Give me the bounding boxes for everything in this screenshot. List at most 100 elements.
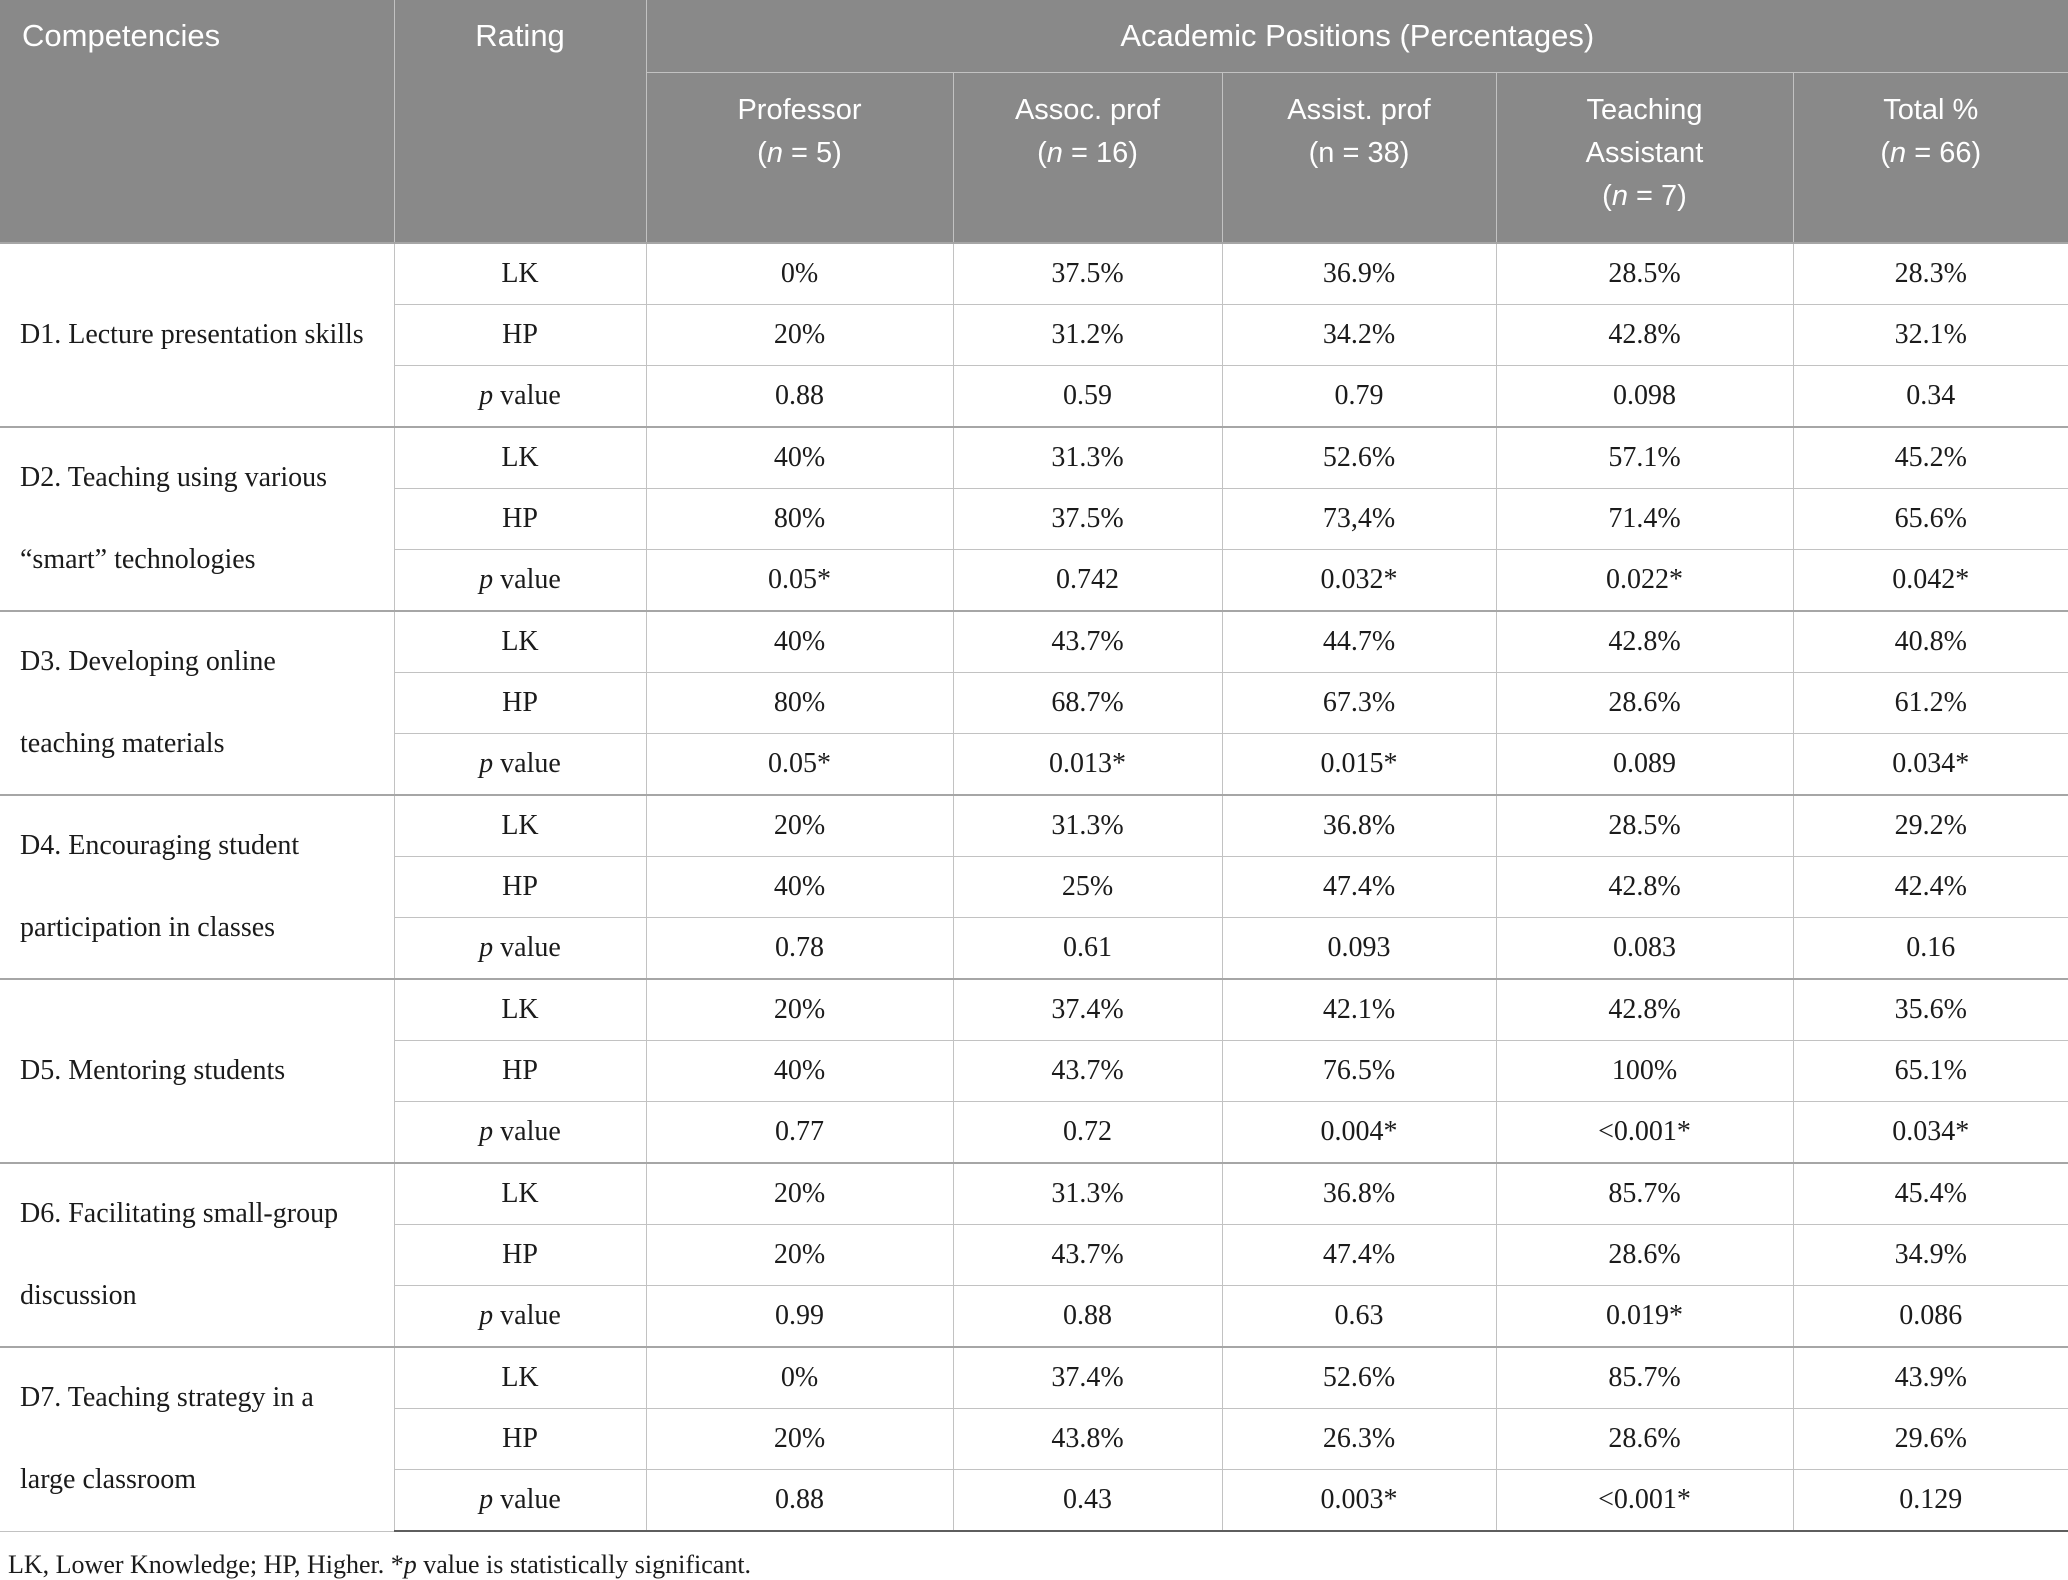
value-cell: 26.3% bbox=[1222, 1409, 1496, 1470]
value-cell: <0.001* bbox=[1496, 1470, 1793, 1532]
rating-label: LK bbox=[394, 1163, 646, 1225]
value-cell: 20% bbox=[646, 1225, 953, 1286]
rating-label: HP bbox=[394, 489, 646, 550]
value-cell: 31.3% bbox=[953, 795, 1222, 857]
value-cell: 43.8% bbox=[953, 1409, 1222, 1470]
position-title-line: Professor bbox=[647, 89, 953, 132]
rating-label: p value bbox=[394, 1470, 646, 1532]
value-cell: 73,4% bbox=[1222, 489, 1496, 550]
rating-label: LK bbox=[394, 611, 646, 673]
position-n-count: (n = 16) bbox=[954, 132, 1222, 175]
value-cell: 42.8% bbox=[1496, 979, 1793, 1041]
rating-label: HP bbox=[394, 1041, 646, 1102]
competency-line: discussion bbox=[20, 1255, 394, 1337]
value-cell: 0.015* bbox=[1222, 734, 1496, 796]
competency-group-2: D2. Teaching using various“smart” techno… bbox=[0, 427, 2068, 611]
value-cell: 0.004* bbox=[1222, 1102, 1496, 1164]
position-column-header-3: Assist. prof(n = 38) bbox=[1222, 72, 1496, 243]
value-cell: 28.3% bbox=[1793, 243, 2068, 305]
rating-label: LK bbox=[394, 979, 646, 1041]
value-cell: 20% bbox=[646, 1409, 953, 1470]
value-cell: 0.88 bbox=[646, 1470, 953, 1532]
competency-line: D7. Teaching strategy in a bbox=[20, 1357, 394, 1439]
value-cell: 0.042* bbox=[1793, 550, 2068, 612]
value-cell: 0.77 bbox=[646, 1102, 953, 1164]
value-cell: 32.1% bbox=[1793, 305, 2068, 366]
competency-line: “smart” technologies bbox=[20, 519, 394, 601]
value-cell: 0.61 bbox=[953, 918, 1222, 980]
rating-label: HP bbox=[394, 1409, 646, 1470]
value-cell: 0.034* bbox=[1793, 1102, 2068, 1164]
value-cell: 29.2% bbox=[1793, 795, 2068, 857]
value-cell: 37.5% bbox=[953, 243, 1222, 305]
competency-line: D4. Encouraging student bbox=[20, 805, 394, 887]
value-cell: 36.8% bbox=[1222, 795, 1496, 857]
value-cell: 28.6% bbox=[1496, 1409, 1793, 1470]
value-cell: 36.8% bbox=[1222, 1163, 1496, 1225]
value-cell: 0.003* bbox=[1222, 1470, 1496, 1532]
competencies-header: Competencies bbox=[0, 0, 394, 243]
value-cell: 20% bbox=[646, 305, 953, 366]
rating-label: LK bbox=[394, 243, 646, 305]
value-cell: 61.2% bbox=[1793, 673, 2068, 734]
value-cell: 40% bbox=[646, 1041, 953, 1102]
value-cell: 76.5% bbox=[1222, 1041, 1496, 1102]
position-title-line: Total % bbox=[1794, 89, 2068, 132]
position-title-line: Assistant bbox=[1497, 132, 1793, 175]
footnote-text-post: value is statistically significant. bbox=[417, 1550, 751, 1579]
value-cell: 42.4% bbox=[1793, 857, 2068, 918]
rating-label: p value bbox=[394, 1102, 646, 1164]
competencies-table: Competencies Rating Academic Positions (… bbox=[0, 0, 2068, 1532]
value-cell: 20% bbox=[646, 795, 953, 857]
rating-label: HP bbox=[394, 1225, 646, 1286]
value-cell: 43.9% bbox=[1793, 1347, 2068, 1409]
value-cell: 0.032* bbox=[1222, 550, 1496, 612]
competency-label: D2. Teaching using various“smart” techno… bbox=[0, 427, 394, 611]
value-cell: 29.6% bbox=[1793, 1409, 2068, 1470]
position-n-count: (n = 66) bbox=[1794, 132, 2068, 175]
footnote-text-pre: LK, Lower Knowledge; HP, Higher. * bbox=[8, 1550, 404, 1579]
value-cell: 43.7% bbox=[953, 611, 1222, 673]
value-cell: 0.086 bbox=[1793, 1286, 2068, 1348]
position-column-header-1: Professor(n = 5) bbox=[646, 72, 953, 243]
value-cell: 34.2% bbox=[1222, 305, 1496, 366]
competency-line: D5. Mentoring students bbox=[20, 1030, 394, 1112]
value-cell: 80% bbox=[646, 489, 953, 550]
value-cell: 43.7% bbox=[953, 1041, 1222, 1102]
table-header: Competencies Rating Academic Positions (… bbox=[0, 0, 2068, 243]
competency-line: teaching materials bbox=[20, 703, 394, 785]
position-n-count: (n = 38) bbox=[1223, 132, 1496, 175]
value-cell: 28.6% bbox=[1496, 1225, 1793, 1286]
value-cell: 0.34 bbox=[1793, 366, 2068, 428]
value-cell: 37.5% bbox=[953, 489, 1222, 550]
position-column-header-5: Total %(n = 66) bbox=[1793, 72, 2068, 243]
rating-label: p value bbox=[394, 366, 646, 428]
value-cell: 42.8% bbox=[1496, 305, 1793, 366]
value-cell: 0.019* bbox=[1496, 1286, 1793, 1348]
footnote-italic-p: p bbox=[404, 1550, 417, 1579]
competency-line: D1. Lecture presentation skills bbox=[20, 294, 394, 376]
value-cell: 31.3% bbox=[953, 427, 1222, 489]
competency-line: large classroom bbox=[20, 1439, 394, 1521]
rating-label: p value bbox=[394, 734, 646, 796]
rating-header: Rating bbox=[394, 0, 646, 243]
value-cell: 20% bbox=[646, 979, 953, 1041]
rating-label: LK bbox=[394, 795, 646, 857]
value-cell: 65.6% bbox=[1793, 489, 2068, 550]
value-cell: 67.3% bbox=[1222, 673, 1496, 734]
value-cell: 0.63 bbox=[1222, 1286, 1496, 1348]
value-cell: 40.8% bbox=[1793, 611, 2068, 673]
value-cell: 0.05* bbox=[646, 550, 953, 612]
value-cell: 28.5% bbox=[1496, 243, 1793, 305]
value-cell: 85.7% bbox=[1496, 1347, 1793, 1409]
value-cell: 0.72 bbox=[953, 1102, 1222, 1164]
value-cell: 0.089 bbox=[1496, 734, 1793, 796]
